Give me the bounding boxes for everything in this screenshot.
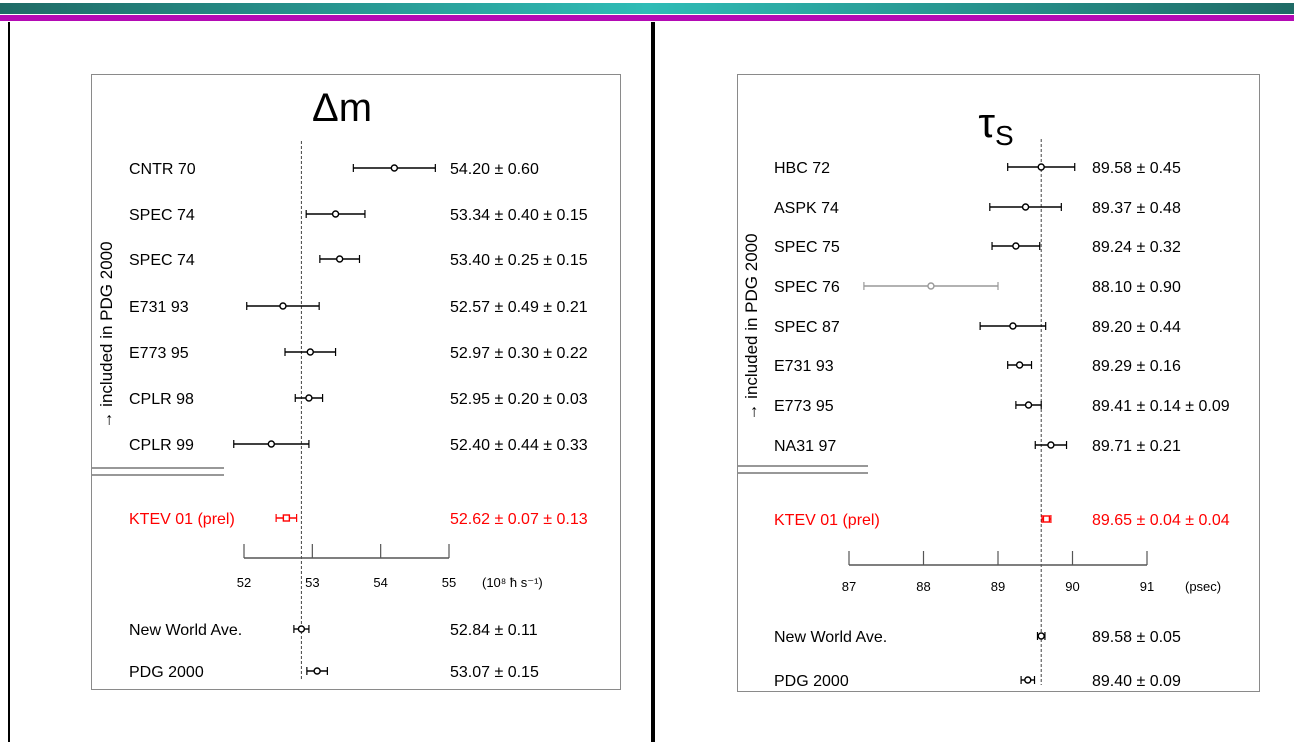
x-axis-tick-label: 52: [237, 575, 251, 590]
x-axis-unit-label: (psec): [1185, 579, 1221, 594]
measurement-label: CPLR 98: [129, 391, 194, 408]
data-point: [1021, 203, 1030, 211]
x-axis-tick-label: 89: [991, 579, 1005, 594]
measurement-value: 52.97 ± 0.30 ± 0.22: [450, 345, 588, 362]
data-point: [1042, 515, 1051, 523]
data-point: [1024, 401, 1033, 409]
measurement-value: 52.95 ± 0.20 ± 0.03: [450, 391, 588, 408]
measurement-label: E773 95: [774, 398, 834, 415]
measurement-label: KTEV 01 (prel): [129, 511, 235, 528]
measurement-label: CNTR 70: [129, 161, 196, 178]
measurement-label: SPEC 74: [129, 207, 195, 224]
measurement-value: 52.84 ± 0.11: [450, 622, 538, 639]
data-point: [306, 348, 314, 356]
data-point: [1015, 361, 1024, 369]
included-in-pdg-label: → included in PDG 2000: [97, 241, 116, 428]
measurement-value: 89.20 ± 0.44: [1092, 319, 1181, 336]
measurement-label: PDG 2000: [774, 673, 849, 690]
data-point: [1009, 322, 1017, 330]
measurement-value: 89.58 ± 0.45: [1092, 160, 1181, 177]
measurement-value: 89.40 ± 0.09: [1092, 673, 1181, 690]
measurement-value: 89.65 ± 0.04 ± 0.04: [1092, 512, 1230, 529]
measurement-label: SPEC 76: [774, 279, 840, 296]
data-point: [331, 210, 340, 218]
data-point: [335, 255, 344, 263]
measurement-value: 52.57 ± 0.49 ± 0.21: [450, 299, 588, 316]
measurement-label: HBC 72: [774, 160, 830, 177]
measurement-label: New World Ave.: [129, 622, 242, 639]
measurement-label: SPEC 75: [774, 239, 840, 256]
data-point: [313, 667, 321, 675]
x-axis-unit-label: (10⁸ ħ s⁻¹): [482, 575, 543, 590]
data-point: [267, 440, 276, 448]
left-divider-line: [8, 22, 10, 742]
center-divider-line: [651, 22, 655, 742]
data-point: [282, 514, 291, 522]
measurement-label: SPEC 87: [774, 319, 840, 336]
measurement-value: 89.58 ± 0.05: [1092, 629, 1181, 646]
measurement-value: 52.62 ± 0.07 ± 0.13: [450, 511, 588, 528]
measurement-label: E731 93: [129, 299, 189, 316]
measurement-label: PDG 2000: [129, 664, 204, 681]
data-point: [927, 282, 935, 290]
slide-header-bar: [0, 3, 1294, 21]
measurement-value: 53.34 ± 0.40 ± 0.15: [450, 207, 588, 224]
chart-title: τS: [978, 99, 1013, 151]
measurement-label: KTEV 01 (prel): [774, 512, 880, 529]
included-in-pdg-label: → included in PDG 2000: [742, 233, 761, 420]
delta-m-panel: Δm → included in PDG 2000 CNTR 70 54.20 ± 0…: [91, 74, 621, 690]
measurement-label: NA31 97: [774, 438, 836, 455]
title-subscript: S: [995, 120, 1014, 151]
measurement-value: 53.40 ± 0.25 ± 0.15: [450, 252, 588, 269]
measurement-label: CPLR 99: [129, 437, 194, 454]
delta-m-chart: Δm → included in PDG 2000 CNTR 70 54.20 ± 0…: [92, 86, 588, 681]
measurement-value: 89.24 ± 0.32: [1092, 239, 1181, 256]
data-point: [1024, 676, 1032, 684]
x-axis-tick-label: 87: [842, 579, 856, 594]
chart-title: Δm: [312, 86, 372, 130]
x-axis-tick-label: 53: [305, 575, 319, 590]
title-symbol: τ: [978, 99, 995, 146]
data-point: [1037, 163, 1045, 171]
measurement-value: 89.71 ± 0.21: [1092, 438, 1181, 455]
measurement-value: 52.40 ± 0.44 ± 0.33: [450, 437, 588, 454]
measurement-value: 89.37 ± 0.48: [1092, 200, 1181, 217]
measurement-label: ASPK 74: [774, 200, 839, 217]
measurement-label: New World Ave.: [774, 629, 887, 646]
measurement-value: 89.41 ± 0.14 ± 0.09: [1092, 398, 1230, 415]
measurement-label: E773 95: [129, 345, 189, 362]
measurement-label: E731 93: [774, 358, 834, 375]
x-axis-tick-label: 54: [373, 575, 387, 590]
tau-s-panel: τS → included in PDG 2000 HBC 72 89.58 ± 0.…: [737, 74, 1260, 692]
measurement-value: 89.29 ± 0.16: [1092, 358, 1181, 375]
measurement-value: 54.20 ± 0.60: [450, 161, 539, 178]
measurement-label: SPEC 74: [129, 252, 195, 269]
x-axis-tick-label: 88: [916, 579, 930, 594]
x-axis-tick-label: 55: [442, 575, 456, 590]
data-point: [1012, 242, 1020, 250]
tau-s-chart: τS → included in PDG 2000 HBC 72 89.58 ± 0.…: [738, 99, 1230, 690]
x-axis-tick-label: 91: [1140, 579, 1154, 594]
measurement-value: 88.10 ± 0.90: [1092, 279, 1181, 296]
data-point: [297, 625, 306, 633]
measurement-value: 53.07 ± 0.15: [450, 664, 539, 681]
data-point: [279, 302, 287, 310]
data-point: [390, 164, 399, 172]
x-axis-tick-label: 90: [1065, 579, 1079, 594]
data-point: [1037, 632, 1045, 640]
data-point: [305, 394, 313, 402]
data-point: [1047, 441, 1055, 449]
